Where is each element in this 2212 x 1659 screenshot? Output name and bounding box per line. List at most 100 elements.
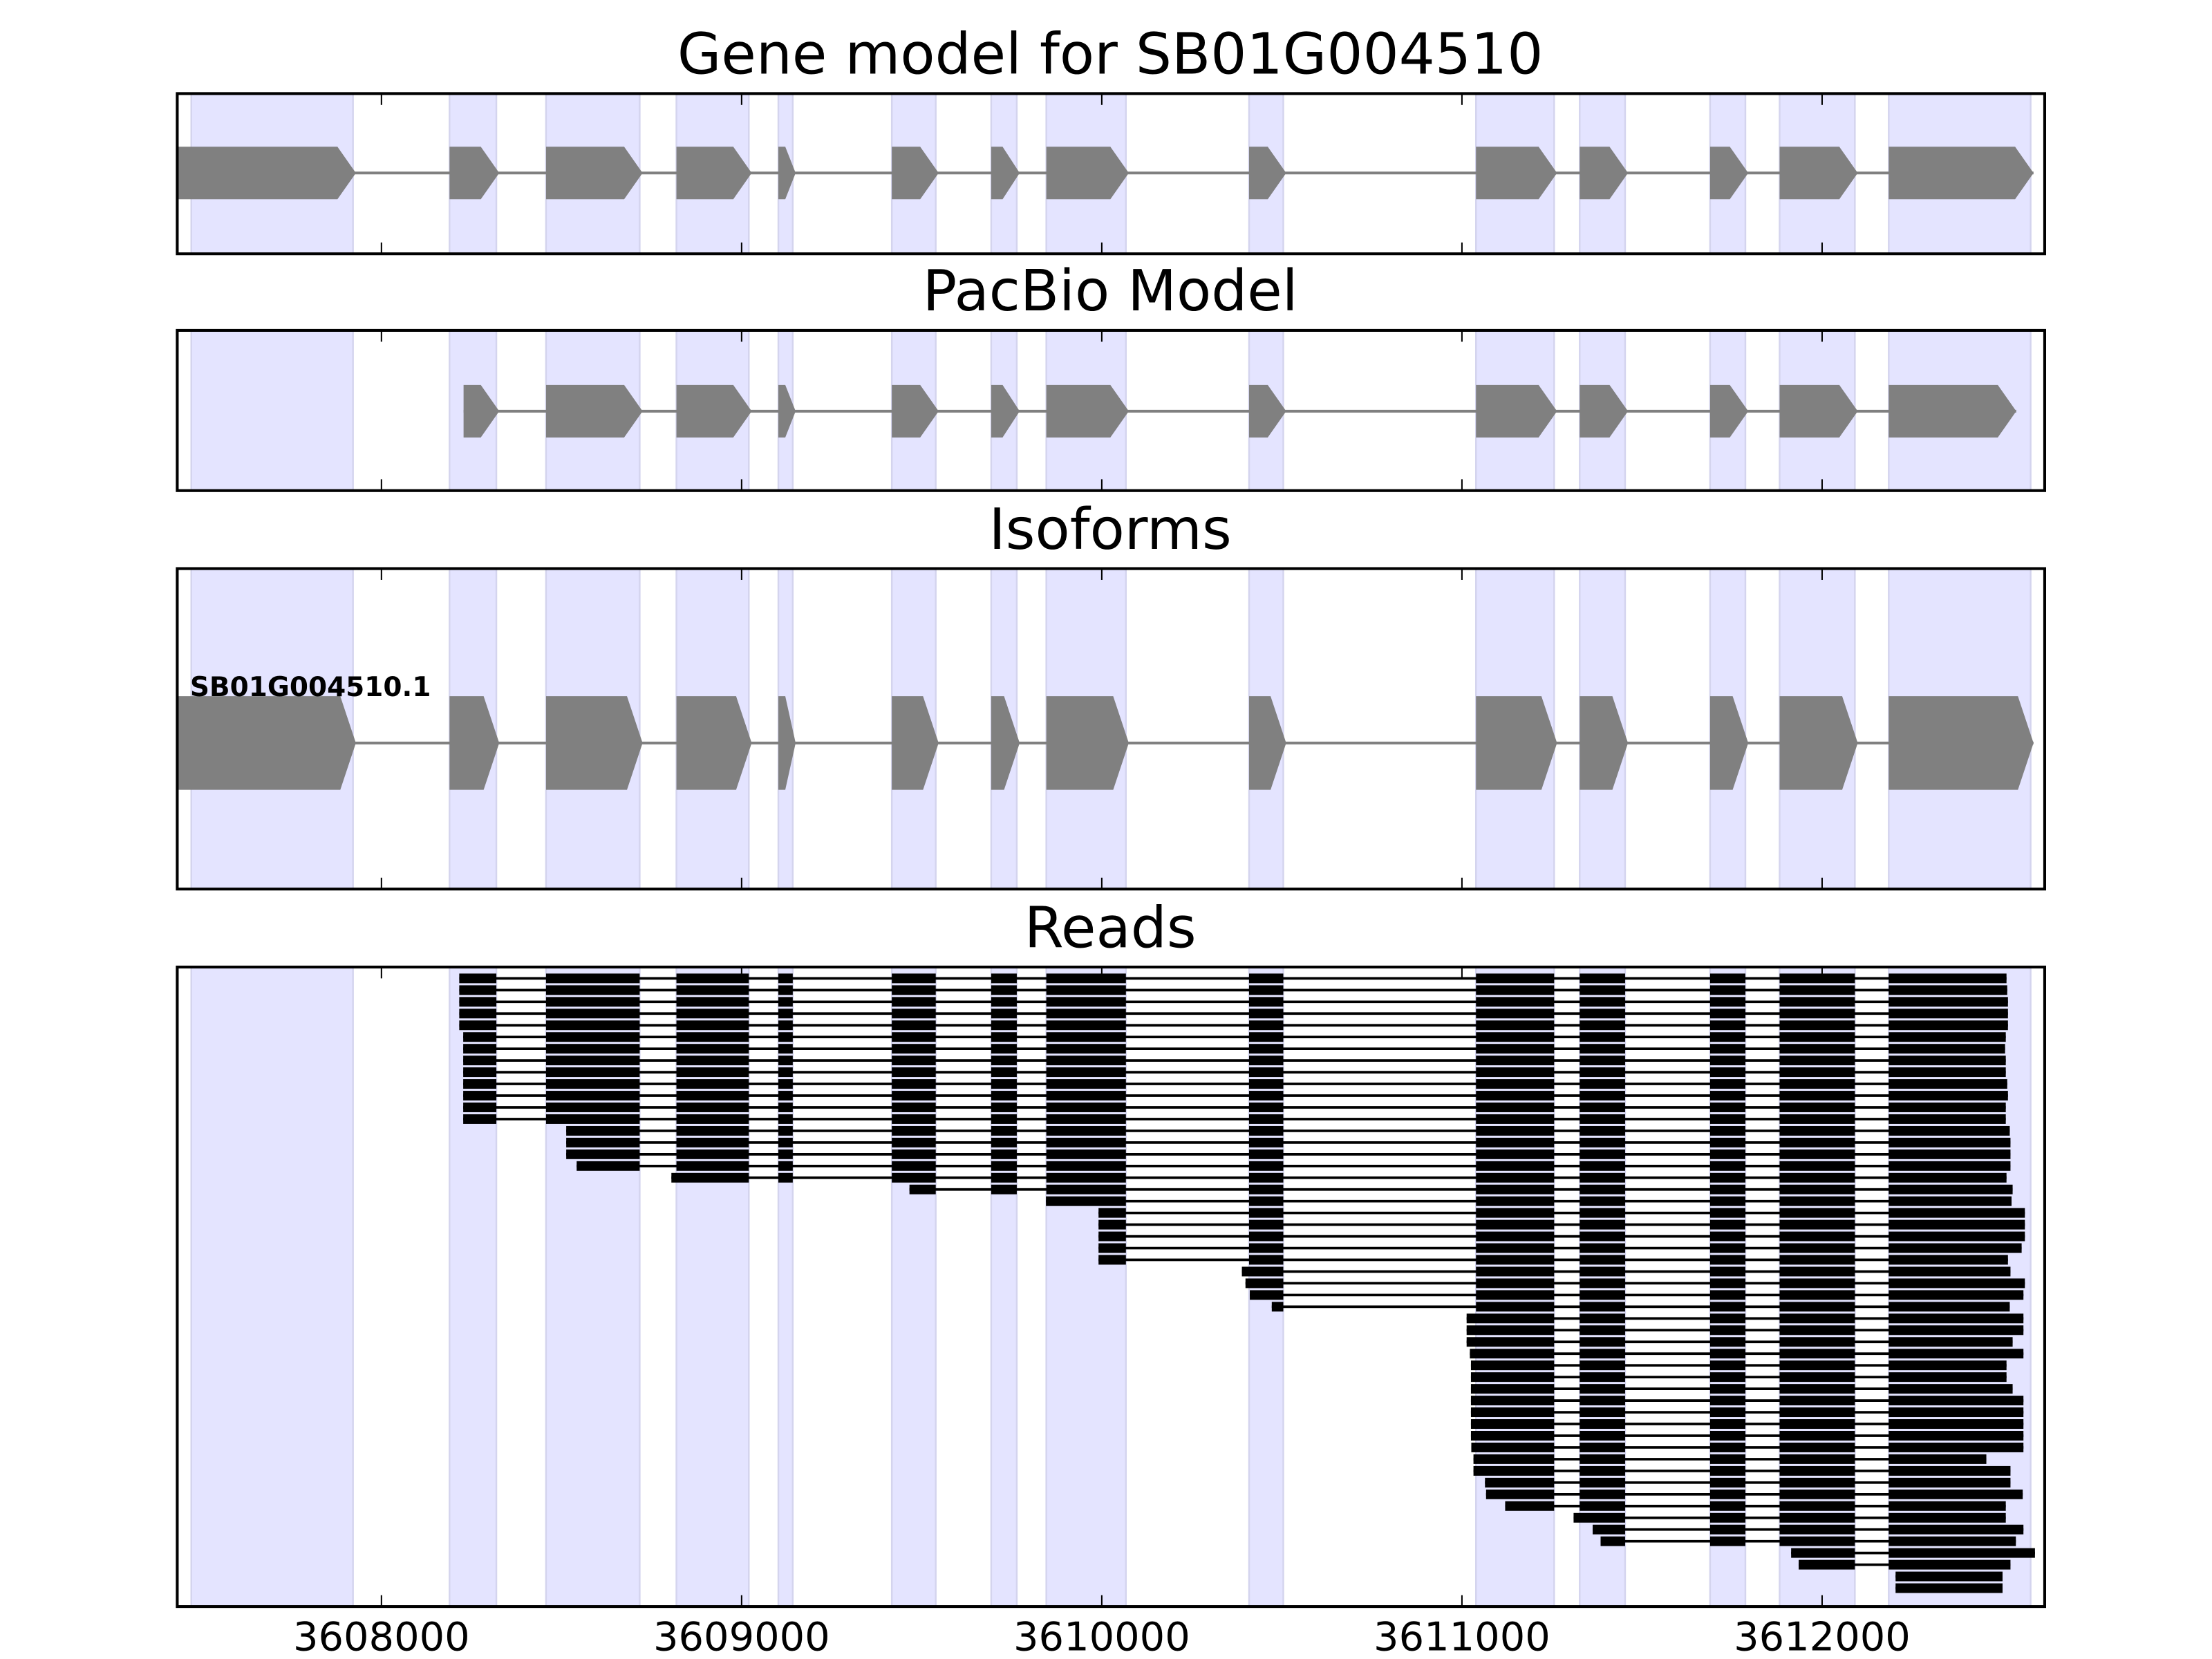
read-block xyxy=(1580,1419,1625,1429)
read-block xyxy=(1476,1020,1555,1031)
read-block xyxy=(1709,1360,1745,1371)
read-block xyxy=(1888,1360,2007,1371)
read-block xyxy=(1888,1536,2016,1546)
exon xyxy=(1779,696,1858,790)
read-block xyxy=(1476,1161,1555,1171)
read xyxy=(1098,1255,2008,1265)
read-block xyxy=(545,1103,640,1112)
read-block xyxy=(1485,1477,1555,1488)
read-block xyxy=(1580,1219,1625,1230)
read-block xyxy=(1505,1501,1555,1511)
read-block xyxy=(1580,1032,1625,1042)
read-block xyxy=(778,1149,793,1159)
read-block xyxy=(1248,1114,1284,1124)
read-block xyxy=(1580,1384,1625,1394)
read-block xyxy=(1888,1184,2013,1194)
read-block xyxy=(1476,1266,1555,1277)
read-block xyxy=(463,1114,497,1124)
read-block xyxy=(1779,1243,1855,1253)
read xyxy=(1485,1477,2011,1488)
read-block xyxy=(1248,1032,1284,1042)
read-block xyxy=(676,1114,749,1124)
read-block xyxy=(991,1149,1017,1159)
exon xyxy=(1580,384,1629,438)
read-block xyxy=(1248,1149,1284,1159)
exon xyxy=(1888,696,2034,790)
read xyxy=(1466,1337,2013,1347)
panel-frame xyxy=(176,567,2046,891)
read-block xyxy=(1888,1020,2008,1031)
read-block xyxy=(1248,1184,1284,1194)
read-block xyxy=(1046,1032,1126,1042)
read xyxy=(459,973,2007,984)
read xyxy=(1470,1419,2024,1429)
read-block xyxy=(1779,1465,1855,1476)
read-block xyxy=(1580,1337,1625,1347)
read-block xyxy=(1709,1337,1745,1347)
read-block xyxy=(1709,1536,1745,1546)
read-block xyxy=(1580,1313,1625,1324)
read xyxy=(1505,1501,2006,1511)
read-block xyxy=(545,1044,640,1054)
exon xyxy=(1580,696,1629,790)
read-block xyxy=(1600,1536,1625,1546)
read xyxy=(1046,1196,2012,1206)
read-block xyxy=(1046,1067,1126,1078)
read-block xyxy=(1248,1172,1284,1183)
read-block xyxy=(1580,1067,1625,1078)
x-tick-label: 3610000 xyxy=(1013,1614,1190,1659)
read-block xyxy=(463,1079,497,1089)
read xyxy=(459,997,2008,1007)
panel-frame xyxy=(176,328,2046,492)
read-block xyxy=(1888,1231,2025,1241)
read-block xyxy=(1888,997,2008,1007)
exon xyxy=(463,384,500,438)
read-block xyxy=(778,1103,793,1112)
read-block xyxy=(1248,1208,1284,1218)
read-block xyxy=(1580,1208,1625,1218)
read-block xyxy=(1580,1137,1625,1147)
read-block xyxy=(1888,1465,2011,1476)
read-block xyxy=(1895,1571,2003,1582)
read-block xyxy=(778,985,793,995)
exon xyxy=(1888,147,2034,200)
read-block xyxy=(1580,1255,1625,1265)
read-block xyxy=(1046,985,1126,995)
read-block xyxy=(1709,1149,1745,1159)
read-block xyxy=(1709,1103,1745,1112)
exon-highlight xyxy=(190,329,354,491)
panel-frame xyxy=(176,92,2046,256)
read-block xyxy=(1779,1231,1855,1241)
read-block xyxy=(1888,1172,2007,1183)
read-block xyxy=(1248,1056,1284,1066)
read-block xyxy=(892,1161,936,1171)
read-block xyxy=(1779,1337,1855,1347)
read-block xyxy=(1779,1313,1855,1324)
x-tick-label: 3609000 xyxy=(653,1614,830,1659)
read-block xyxy=(1046,1044,1126,1054)
x-tick-label: 3608000 xyxy=(293,1614,470,1659)
read-block xyxy=(1709,1372,1745,1382)
read-block xyxy=(676,1056,749,1066)
read-block xyxy=(1888,1208,2025,1218)
read xyxy=(459,985,2007,995)
exon xyxy=(1248,384,1286,438)
read-block xyxy=(991,1056,1017,1066)
exon xyxy=(177,147,356,200)
read-block xyxy=(1779,1161,1855,1171)
read-block xyxy=(1709,1349,1745,1359)
read-block xyxy=(1476,1009,1555,1019)
read-block xyxy=(892,1032,936,1042)
read-block xyxy=(1046,1196,1126,1206)
read-block xyxy=(1248,1079,1284,1089)
read-block xyxy=(676,1067,749,1078)
read-block xyxy=(991,1161,1017,1171)
read-block xyxy=(1248,1067,1284,1078)
read xyxy=(1470,1396,2024,1406)
read-block xyxy=(1470,1360,1555,1371)
read-block xyxy=(1888,1009,2008,1019)
read-block xyxy=(1779,985,1855,995)
read-block xyxy=(1779,1056,1855,1066)
read-block xyxy=(892,1114,936,1124)
